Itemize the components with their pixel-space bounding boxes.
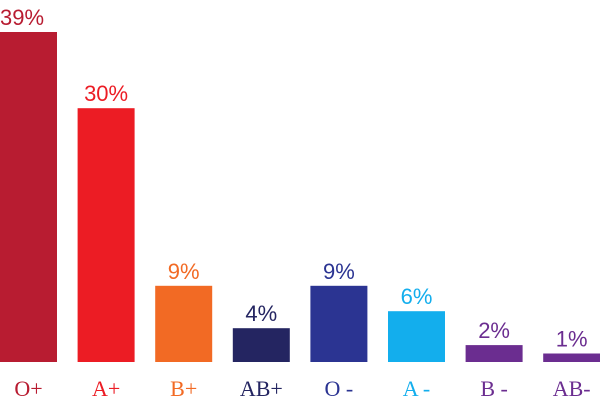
- bar-b-neg: [465, 345, 523, 362]
- bar-a-neg: [388, 311, 445, 362]
- category-label-ab-pos: AB+: [240, 376, 283, 400]
- bar-b-pos: [155, 285, 213, 362]
- value-label-ab-pos: 4%: [245, 301, 277, 326]
- category-label-o-pos: O+: [14, 376, 42, 400]
- bar-ab-pos: [232, 328, 290, 362]
- category-label-a-pos: A+: [92, 376, 120, 400]
- category-label-b-pos: B+: [170, 376, 197, 400]
- category-label-ab-neg: AB-: [553, 376, 591, 400]
- category-label-a-neg: A -: [403, 376, 431, 400]
- category-label-b-neg: B -: [480, 376, 508, 400]
- value-labels-group: 39% 30% 9% 4% 9% 6% 2% 1%: [0, 5, 588, 352]
- value-label-a-neg: 6%: [401, 284, 433, 309]
- bar-o-neg: [310, 285, 368, 362]
- value-label-b-pos: 9%: [168, 259, 200, 284]
- value-label-b-neg: 2%: [478, 318, 510, 343]
- value-label-o-neg: 9%: [323, 259, 355, 284]
- value-label-o-pos: 39%: [0, 5, 44, 30]
- value-label-a-pos: 30%: [84, 81, 128, 106]
- category-label-o-neg: O -: [325, 376, 354, 400]
- bar-a-pos: [77, 108, 135, 362]
- bars-group: [0, 32, 600, 362]
- value-label-ab-neg: 1%: [556, 327, 588, 352]
- bar-o-pos: [0, 32, 57, 362]
- bar-ab-neg: [543, 353, 600, 362]
- category-labels-group: O+ A+ B+ AB+ O - A - B - AB-: [14, 376, 590, 400]
